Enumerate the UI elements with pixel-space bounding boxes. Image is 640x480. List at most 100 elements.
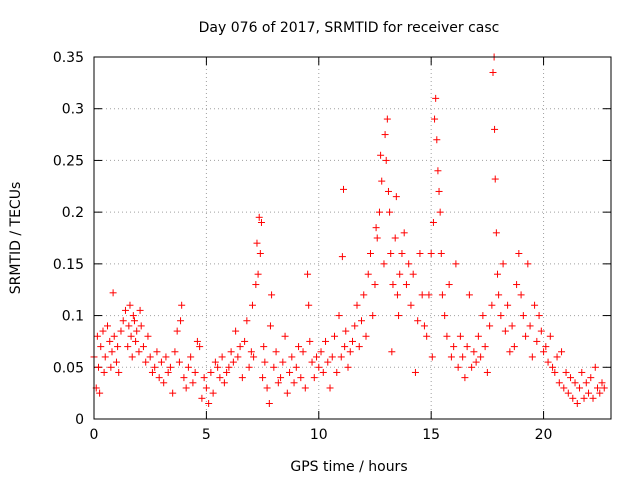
data-point (407, 301, 415, 309)
data-point (193, 337, 201, 345)
data-point (288, 353, 296, 361)
data-point (225, 363, 233, 371)
data-point (540, 348, 548, 356)
y-tick-label: 0.1 (62, 309, 84, 325)
data-point (571, 379, 579, 387)
data-point (328, 353, 336, 361)
data-point (396, 270, 404, 278)
x-tick-label: 10 (310, 427, 328, 443)
data-point (477, 353, 485, 361)
y-tick-label: 0.35 (53, 50, 84, 66)
data-point (531, 301, 539, 309)
data-point (107, 363, 115, 371)
data-point (166, 363, 174, 371)
data-point (580, 394, 588, 402)
data-point (432, 94, 440, 102)
data-point (126, 301, 134, 309)
data-point (180, 374, 188, 382)
data-point (600, 384, 608, 392)
data-point (266, 322, 274, 330)
data-point (119, 317, 127, 325)
data-point (308, 358, 316, 366)
data-point (253, 239, 261, 247)
data-point (472, 358, 480, 366)
data-point (537, 327, 545, 335)
data-point (245, 363, 253, 371)
data-point (272, 348, 280, 356)
data-point (171, 348, 179, 356)
data-point (389, 281, 397, 289)
data-point (108, 348, 116, 356)
data-point (101, 353, 109, 361)
data-point (232, 327, 240, 335)
data-point (279, 358, 287, 366)
data-point (535, 312, 543, 320)
data-point (499, 260, 507, 268)
data-point (454, 363, 462, 371)
data-point (247, 348, 255, 356)
data-point (355, 343, 363, 351)
data-point (459, 353, 467, 361)
data-point (349, 337, 356, 345)
data-point (564, 389, 572, 397)
data-point (513, 281, 521, 289)
data-point (578, 368, 586, 376)
data-point (317, 348, 325, 356)
data-point (331, 332, 339, 340)
data-point (295, 343, 303, 351)
data-point (248, 301, 256, 309)
data-point (216, 374, 224, 382)
data-point (338, 253, 346, 261)
data-point (388, 348, 396, 356)
data-point (387, 250, 395, 258)
data-point (411, 368, 419, 376)
data-point (468, 363, 476, 371)
data-point (286, 368, 294, 376)
data-point (431, 115, 439, 123)
data-point (292, 363, 300, 371)
data-point (573, 399, 581, 407)
y-tick-labels: 0 0.05 0.1 0.15 0.2 0.25 0.3 0.35 (53, 50, 84, 428)
data-point (337, 353, 345, 361)
data-point (200, 374, 208, 382)
data-point (117, 327, 125, 335)
data-point (524, 260, 532, 268)
data-point (209, 389, 217, 397)
data-point (429, 218, 437, 226)
data-point (310, 374, 318, 382)
data-point (474, 332, 482, 340)
data-point (377, 151, 385, 159)
data-point (148, 368, 156, 376)
data-point (313, 353, 321, 361)
data-point (96, 389, 104, 397)
data-point (139, 343, 147, 351)
data-point (250, 353, 258, 361)
data-point (425, 291, 433, 299)
data-point (112, 358, 120, 366)
data-point (567, 374, 575, 382)
y-tick-label: 0 (75, 412, 84, 428)
data-point (434, 167, 442, 175)
data-point (297, 374, 305, 382)
data-point (596, 389, 604, 397)
data-point (517, 291, 525, 299)
data-point (252, 281, 260, 289)
data-point (175, 358, 183, 366)
data-point (481, 343, 489, 351)
data-point (218, 353, 226, 361)
data-point (375, 208, 383, 216)
data-point (438, 291, 446, 299)
grid-lines (94, 57, 611, 419)
data-point (234, 353, 242, 361)
data-point (315, 363, 323, 371)
data-point (414, 317, 422, 325)
data-point (324, 358, 332, 366)
data-point (214, 363, 222, 371)
data-point (290, 379, 298, 387)
data-point (136, 306, 144, 314)
data-point (542, 343, 550, 351)
data-point (366, 250, 374, 258)
data-point (435, 187, 443, 195)
data-point (450, 343, 458, 351)
data-point (441, 312, 449, 320)
